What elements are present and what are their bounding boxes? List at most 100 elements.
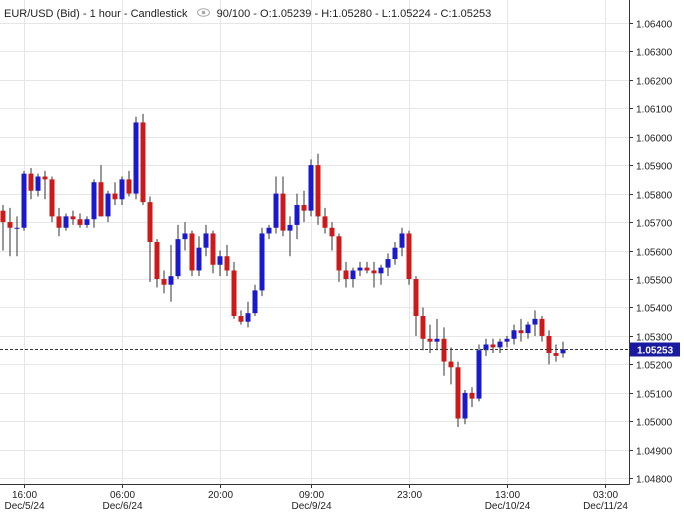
candle-down xyxy=(238,310,244,325)
candle-body xyxy=(0,210,6,223)
header-separator: - xyxy=(375,8,382,20)
candle-body xyxy=(49,179,55,217)
candle-up xyxy=(532,310,538,336)
candle-up xyxy=(504,335,510,348)
candle-body xyxy=(350,270,356,280)
candle-body xyxy=(497,341,503,348)
candle-body xyxy=(399,233,405,248)
high-value: H:1.05280 xyxy=(321,8,372,20)
candle-down xyxy=(336,233,342,282)
last-price-marker: 1.05253 xyxy=(0,342,680,357)
header-separator: - xyxy=(123,8,131,20)
candle-up xyxy=(266,224,272,240)
candle-body xyxy=(203,233,209,248)
candle-body xyxy=(490,344,496,348)
candle-body xyxy=(28,173,34,191)
candle-down xyxy=(322,207,328,234)
candle-body xyxy=(329,227,335,237)
y-tick-label: 1.05900 xyxy=(636,162,673,173)
candle-up xyxy=(462,390,468,425)
y-tick-label: 1.05200 xyxy=(636,361,673,372)
candle-body xyxy=(63,216,69,228)
y-tick-label: 1.05300 xyxy=(636,333,673,344)
candle-body xyxy=(483,344,489,351)
chart-header: EUR/USD (Bid) - 1 hour - Candlestick 90/… xyxy=(4,8,491,20)
candle-body xyxy=(84,219,90,225)
candle-body xyxy=(511,330,517,339)
candle-down xyxy=(413,276,419,336)
candle-body xyxy=(147,202,153,242)
candle-down xyxy=(140,113,146,205)
close-value: C:1.05253 xyxy=(440,8,492,20)
candle-down xyxy=(490,338,496,354)
candle-up xyxy=(252,284,258,317)
candle-down xyxy=(224,244,230,277)
candle-up xyxy=(91,179,97,228)
x-tick-date: Dec/6/24 xyxy=(102,501,142,512)
candle-up xyxy=(385,253,391,277)
candle-body xyxy=(441,338,447,362)
candle-body xyxy=(105,193,111,217)
grid-lines xyxy=(0,0,629,484)
x-tick-time: 09:00 xyxy=(299,490,324,501)
candle-body xyxy=(525,324,531,334)
candle-body xyxy=(161,279,167,285)
candle-body xyxy=(280,193,286,231)
candle-up xyxy=(399,227,405,257)
candle-down xyxy=(301,190,307,223)
x-tick-date: Dec/11/24 xyxy=(583,501,628,512)
candle-body xyxy=(322,216,328,228)
candle-down xyxy=(56,207,62,237)
candle-down xyxy=(448,347,454,385)
candle-body xyxy=(392,247,398,260)
candle-down xyxy=(154,239,160,288)
candle-down xyxy=(364,261,370,274)
eye-icon[interactable] xyxy=(196,8,210,20)
candle-up xyxy=(378,264,384,285)
candle-down xyxy=(553,344,559,362)
candle-body xyxy=(273,193,279,228)
y-tick-label: 1.05500 xyxy=(636,276,673,287)
x-tick-time: 20:00 xyxy=(208,490,233,501)
candle-up xyxy=(476,344,482,402)
candle-down xyxy=(49,176,55,223)
candle-body xyxy=(140,122,146,203)
x-tick-time: 06:00 xyxy=(110,490,135,501)
candle-up xyxy=(245,301,251,328)
candle-up xyxy=(196,236,202,277)
candle-up xyxy=(84,216,90,228)
candle-body xyxy=(182,233,188,240)
y-tick-label: 1.06200 xyxy=(636,77,673,88)
candle-body xyxy=(266,227,272,234)
candle-down xyxy=(329,222,335,251)
candle-down xyxy=(231,261,237,319)
candle-up xyxy=(273,176,279,234)
candle-body xyxy=(357,267,363,271)
y-tick-label: 1.06000 xyxy=(636,134,673,145)
x-tick-time: 13:00 xyxy=(495,490,520,501)
candle-body xyxy=(532,318,538,325)
y-tick-label: 1.05000 xyxy=(636,418,673,429)
candle-down xyxy=(0,204,6,251)
candle-up xyxy=(483,338,489,356)
axes xyxy=(0,0,630,485)
candle-up xyxy=(497,338,503,354)
visibility-label: 90/100 xyxy=(216,8,251,20)
candle-down xyxy=(28,167,34,200)
candle-body xyxy=(469,392,475,399)
candle-down xyxy=(518,318,524,342)
chart-style-label: Candlestick xyxy=(130,8,188,20)
candle-body xyxy=(245,313,251,322)
candle-down xyxy=(315,153,321,225)
candle-body xyxy=(364,267,370,271)
candle-body xyxy=(217,256,223,265)
candle-up xyxy=(308,159,314,217)
candle-body xyxy=(21,173,27,228)
candle-body xyxy=(385,259,391,268)
x-tick-time: 23:00 xyxy=(397,490,422,501)
candle-body xyxy=(259,233,265,291)
candle-down xyxy=(42,170,48,200)
candle-body xyxy=(91,182,97,220)
